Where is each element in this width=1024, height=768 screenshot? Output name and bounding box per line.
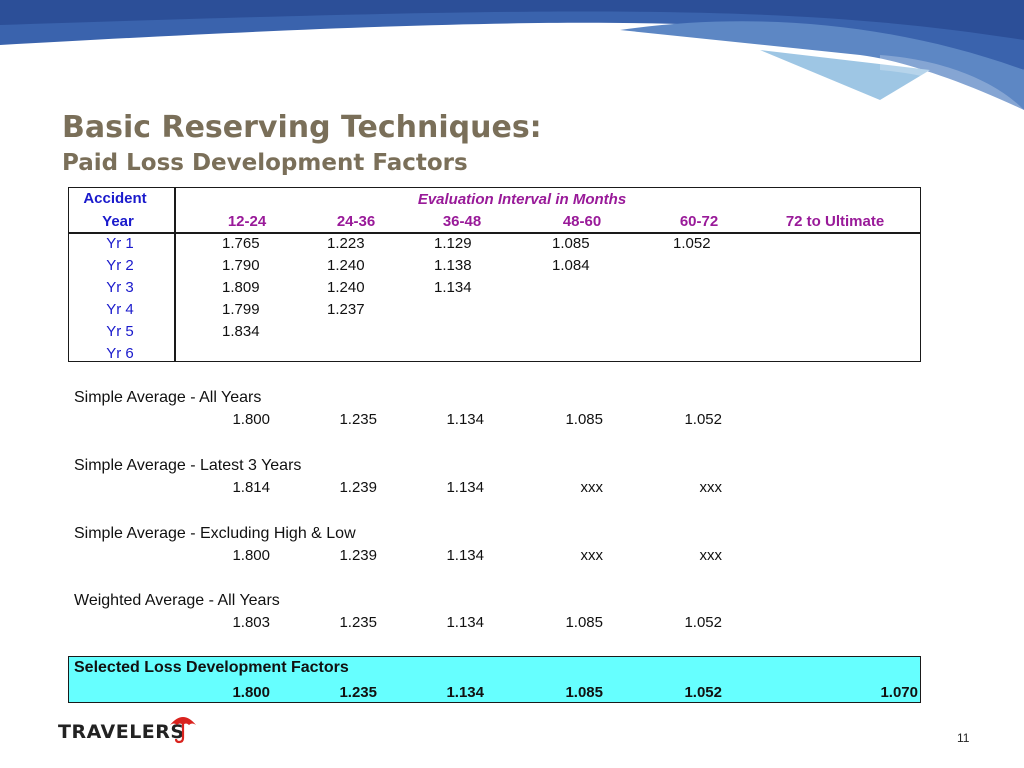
table-header-divider [68, 232, 921, 234]
accident-year-label: Yr 1 [106, 235, 134, 252]
accident-year-label: Yr 4 [106, 301, 134, 318]
average-value: 1.085 [565, 614, 603, 631]
evaluation-interval-header: Evaluation Interval in Months [417, 191, 627, 208]
average-value: xxx [580, 479, 604, 496]
average-value: 1.085 [565, 411, 603, 428]
accident-year-label: Yr 3 [106, 279, 134, 296]
selected-factor-value: 1.052 [684, 684, 722, 701]
year-header: Year [102, 213, 134, 230]
average-value: xxx [699, 547, 723, 564]
factor-cell: 1.765 [222, 235, 260, 252]
average-value: 1.800 [232, 547, 270, 564]
average-label: Simple Average - Latest 3 Years [74, 457, 302, 474]
factor-cell: 1.223 [327, 235, 365, 252]
average-value: 1.052 [684, 411, 722, 428]
factor-cell: 1.809 [222, 279, 260, 296]
factor-cell: 1.240 [327, 279, 365, 296]
factor-cell: 1.237 [327, 301, 365, 318]
interval-header: 24-36 [336, 213, 376, 230]
factor-cell: 1.134 [434, 279, 472, 296]
development-table-border [68, 187, 921, 362]
average-value: 1.800 [232, 411, 270, 428]
average-value: 1.803 [232, 614, 270, 631]
average-value: 1.134 [446, 479, 484, 496]
average-value: 1.052 [684, 614, 722, 631]
page-title: Basic Reserving Techniques: [62, 110, 542, 145]
selected-factor-value: 1.800 [232, 684, 270, 701]
interval-header: 12-24 [227, 213, 267, 230]
accident-year-label: Yr 2 [106, 257, 134, 274]
page-subtitle: Paid Loss Development Factors [62, 150, 468, 176]
average-label: Simple Average - All Years [74, 389, 262, 406]
selected-factors-box [68, 656, 921, 703]
average-value: 1.814 [232, 479, 270, 496]
accident-year-label: Yr 6 [106, 345, 134, 362]
factor-cell: 1.834 [222, 323, 260, 340]
factor-cell: 1.240 [327, 257, 365, 274]
factor-cell: 1.799 [222, 301, 260, 318]
selected-factor-value: 1.134 [446, 684, 484, 701]
average-label: Simple Average - Excluding High & Low [74, 525, 356, 542]
average-value: 1.134 [446, 411, 484, 428]
factor-cell: 1.084 [552, 257, 590, 274]
average-value: 1.239 [339, 547, 377, 564]
header-wave-decoration [0, 0, 1024, 110]
umbrella-icon [170, 717, 196, 744]
interval-header: 72 to Ultimate [785, 213, 885, 230]
selected-factor-value: 1.085 [565, 684, 603, 701]
average-label: Weighted Average - All Years [74, 592, 280, 609]
average-value: 1.134 [446, 614, 484, 631]
interval-header: 36-48 [442, 213, 482, 230]
average-value: 1.239 [339, 479, 377, 496]
travelers-logo: TRAVELERS [58, 711, 198, 745]
factor-cell: 1.129 [434, 235, 472, 252]
page-number: 11 [957, 731, 970, 745]
average-value: 1.134 [446, 547, 484, 564]
table-column-divider [174, 187, 176, 362]
factor-cell: 1.052 [673, 235, 711, 252]
factor-cell: 1.138 [434, 257, 472, 274]
logo-text: TRAVELERS [58, 721, 185, 743]
factor-cell: 1.790 [222, 257, 260, 274]
average-value: 1.235 [339, 614, 377, 631]
selected-factors-label: Selected Loss Development Factors [74, 659, 349, 676]
accident-header: Accident [83, 190, 147, 207]
average-value: xxx [580, 547, 604, 564]
selected-factor-value: 1.235 [339, 684, 377, 701]
factor-cell: 1.085 [552, 235, 590, 252]
average-value: 1.235 [339, 411, 377, 428]
average-value: xxx [699, 479, 723, 496]
selected-factor-value: 1.070 [880, 684, 918, 701]
accident-year-label: Yr 5 [106, 323, 134, 340]
interval-header: 48-60 [562, 213, 602, 230]
interval-header: 60-72 [679, 213, 719, 230]
